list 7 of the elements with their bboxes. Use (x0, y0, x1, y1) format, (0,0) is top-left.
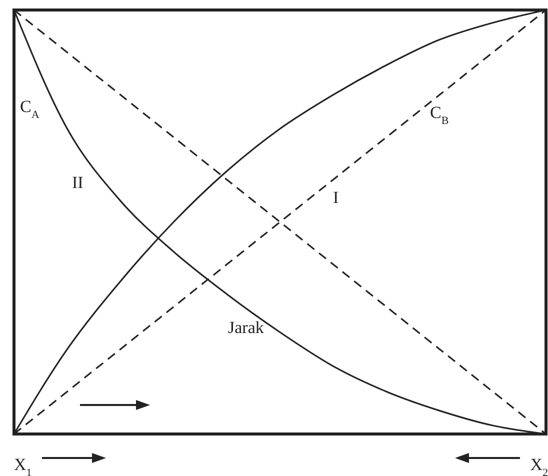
annotation: II (72, 173, 84, 192)
annotation: I (333, 188, 339, 207)
text: X$_{2}$ (530, 455, 548, 476)
annotation: Jarak (228, 318, 264, 337)
text: X$_{1}$ (14, 455, 32, 476)
annotation: C$_{A}$ (20, 97, 40, 121)
annotation: C$_{B}$ (430, 103, 449, 127)
